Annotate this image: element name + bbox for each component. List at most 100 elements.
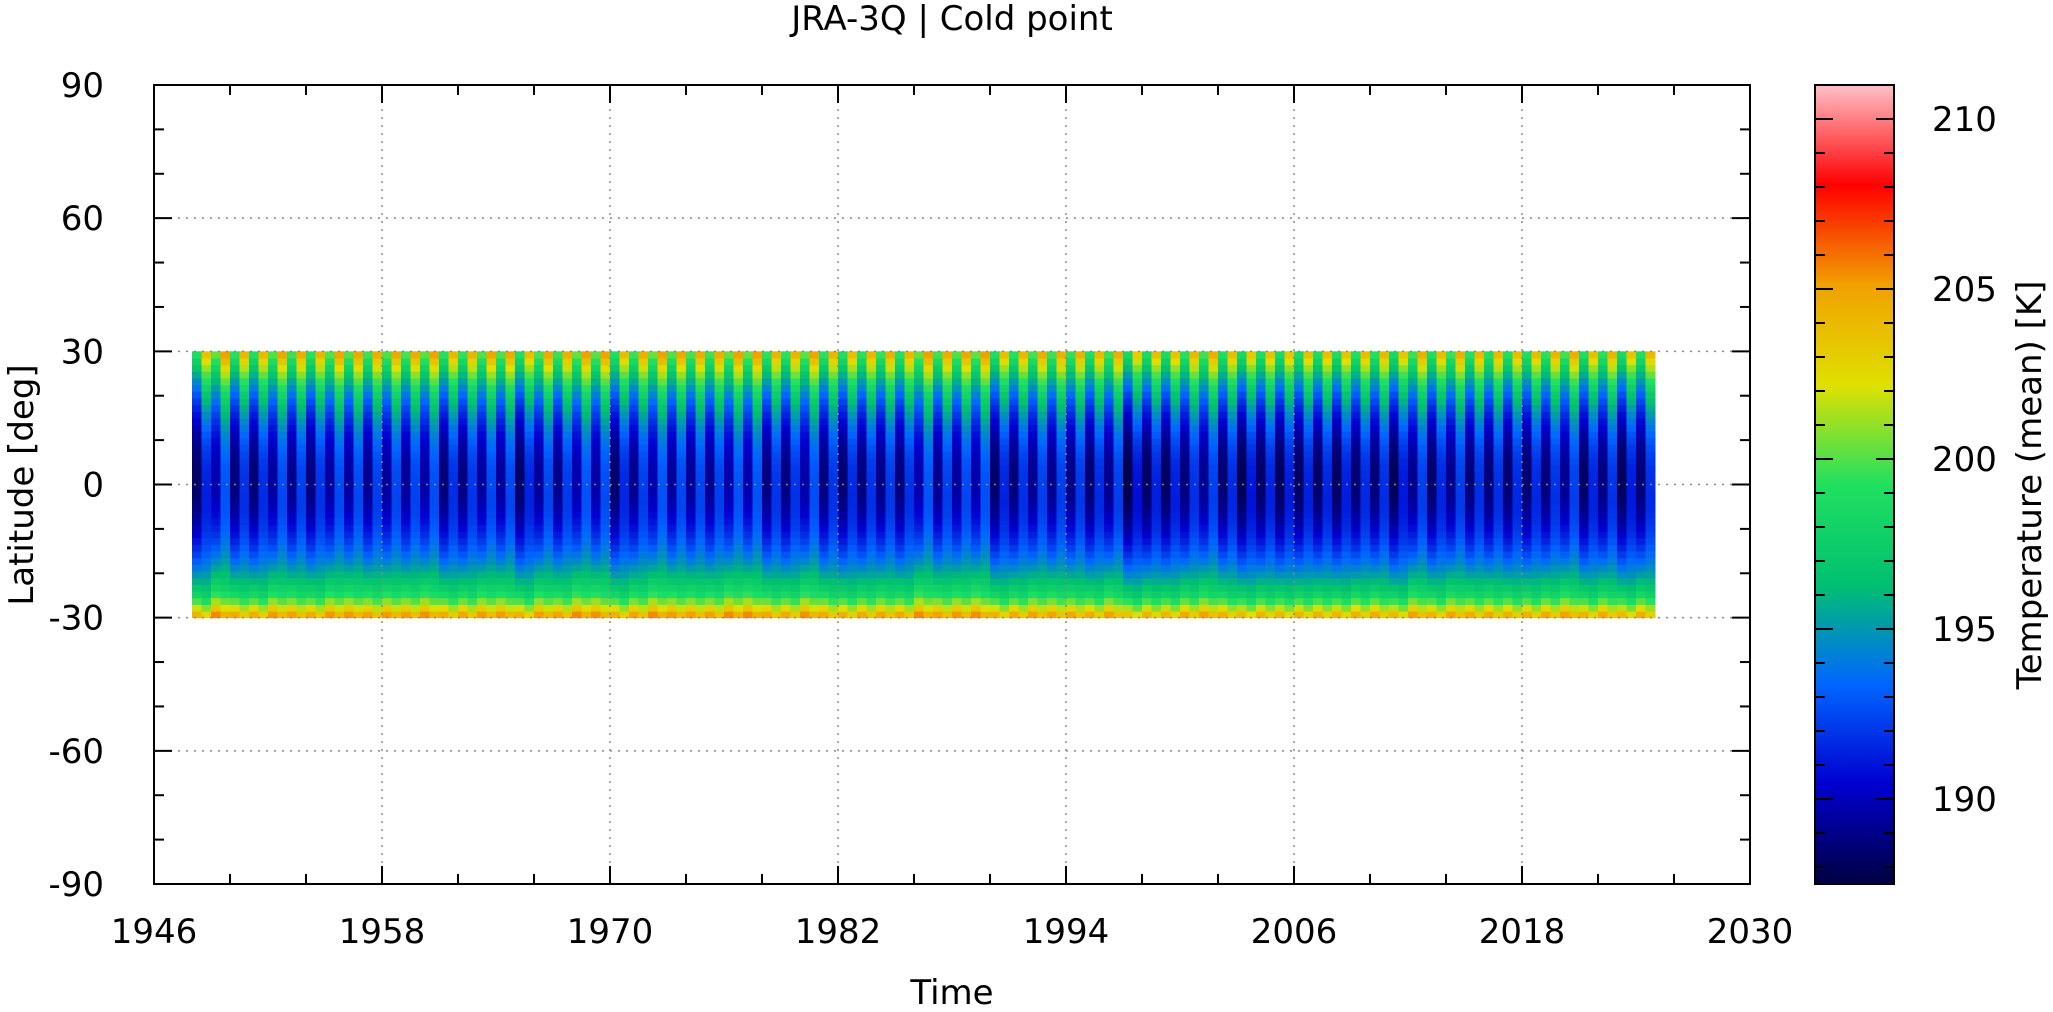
heatmap-cell xyxy=(1189,511,1200,519)
heatmap-cell xyxy=(439,417,449,426)
heatmap-cell xyxy=(448,584,459,592)
heatmap-cell xyxy=(363,424,373,432)
heatmap-cell xyxy=(591,484,601,492)
heatmap-cell xyxy=(790,524,801,532)
heatmap-cell xyxy=(762,451,772,459)
heatmap-cell xyxy=(334,497,345,505)
heatmap-cell xyxy=(714,431,725,439)
heatmap-cell xyxy=(1170,557,1181,565)
heatmap-cell xyxy=(553,404,563,412)
heatmap-cell xyxy=(933,497,943,505)
heatmap-cell xyxy=(714,571,725,579)
heatmap-cell xyxy=(724,477,734,485)
heatmap-cell xyxy=(714,604,725,612)
heatmap-cell xyxy=(467,484,478,492)
heatmap-cell xyxy=(230,378,240,386)
heatmap-cell xyxy=(885,477,896,485)
heatmap-cell xyxy=(325,451,335,459)
heatmap-cell xyxy=(1037,417,1048,426)
heatmap-cell xyxy=(258,451,269,459)
heatmap-cell xyxy=(771,351,782,359)
heatmap-cell xyxy=(1227,391,1238,399)
heatmap-cell xyxy=(1047,397,1057,406)
heatmap-cell xyxy=(629,591,639,599)
heatmap-cell xyxy=(1151,417,1162,426)
heatmap-cell xyxy=(714,497,725,505)
heatmap-cell xyxy=(809,517,820,525)
heatmap-cell xyxy=(239,537,250,545)
heatmap-cell xyxy=(980,537,991,545)
heatmap-cell xyxy=(990,384,1000,392)
heatmap-cell xyxy=(353,351,364,359)
heatmap-cell xyxy=(914,544,924,552)
heatmap-cell xyxy=(239,397,250,406)
heatmap-cell xyxy=(1180,604,1190,612)
heatmap-cell xyxy=(762,424,772,432)
heatmap-cell xyxy=(1094,391,1105,399)
heatmap-cell xyxy=(667,471,677,479)
heatmap-cell xyxy=(1265,391,1276,399)
heatmap-cell xyxy=(1104,544,1114,552)
heatmap-cell xyxy=(695,411,706,419)
heatmap-cell xyxy=(790,491,801,499)
heatmap-cell xyxy=(1284,464,1295,472)
heatmap-cell xyxy=(382,411,392,419)
heatmap-cell xyxy=(885,611,896,619)
heatmap-cell xyxy=(733,477,744,485)
heatmap-cell xyxy=(1341,464,1352,472)
heatmap-cell xyxy=(667,531,677,539)
heatmap-cell xyxy=(923,384,934,392)
heatmap-cell xyxy=(1113,371,1124,379)
heatmap-cell xyxy=(496,417,506,426)
heatmap-cell xyxy=(980,477,991,485)
heatmap-cell xyxy=(828,604,839,612)
heatmap-cell xyxy=(1142,537,1152,545)
heatmap-cell xyxy=(990,391,1000,399)
heatmap-cell xyxy=(942,497,953,505)
heatmap-cell xyxy=(306,511,316,519)
heatmap-cell xyxy=(1199,511,1209,519)
heatmap-cell xyxy=(809,477,820,485)
heatmap-cell xyxy=(610,537,620,545)
heatmap-cell xyxy=(1056,517,1067,525)
heatmap-cell xyxy=(1370,591,1380,599)
heatmap-cell xyxy=(895,378,905,386)
heatmap-cell xyxy=(1180,517,1190,525)
heatmap-cell xyxy=(1085,351,1095,359)
heatmap-cell xyxy=(1370,491,1380,499)
heatmap-cell xyxy=(923,464,934,472)
heatmap-cell xyxy=(1037,497,1048,505)
heatmap-cell xyxy=(705,411,715,419)
heatmap-cell xyxy=(752,497,763,505)
heatmap-cell xyxy=(771,571,782,579)
heatmap-cell xyxy=(1123,471,1133,479)
heatmap-cell xyxy=(657,451,668,459)
heatmap-cell xyxy=(534,358,544,366)
heatmap-cell xyxy=(923,391,934,399)
heatmap-cell xyxy=(1161,451,1171,459)
heatmap-cell xyxy=(610,464,620,472)
heatmap-cell xyxy=(1294,397,1304,406)
heatmap-cell xyxy=(1037,444,1048,452)
heatmap-cell xyxy=(961,604,972,612)
heatmap-cell xyxy=(334,358,345,366)
heatmap-cell xyxy=(230,351,240,359)
heatmap-cell xyxy=(1104,417,1114,426)
heatmap-cell xyxy=(249,611,259,619)
heatmap-cell xyxy=(211,584,221,592)
heatmap-cell xyxy=(781,577,791,585)
heatmap-cell xyxy=(1208,431,1219,439)
heatmap-cell xyxy=(771,604,782,612)
heatmap-cell xyxy=(192,524,202,532)
heatmap-cell xyxy=(296,491,307,499)
heatmap-cell xyxy=(562,504,573,512)
heatmap-cell xyxy=(752,378,763,386)
heatmap-cell xyxy=(382,597,392,605)
heatmap-cell xyxy=(277,384,288,392)
heatmap-cell xyxy=(990,497,1000,505)
heatmap-cell xyxy=(895,497,905,505)
heatmap-cell xyxy=(1246,497,1257,505)
heatmap-cell xyxy=(600,384,611,392)
heatmap-cell xyxy=(477,597,487,605)
heatmap-cell xyxy=(410,484,421,492)
